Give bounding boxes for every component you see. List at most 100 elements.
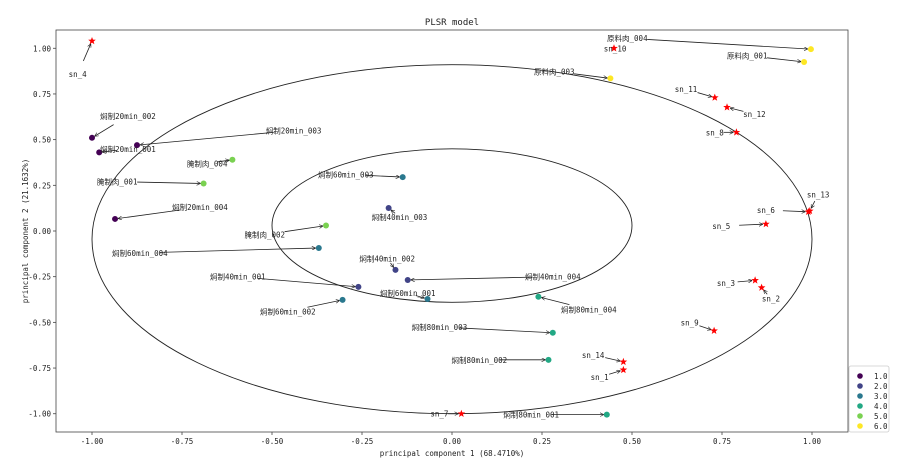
annotation-arrow (140, 131, 274, 144)
annotation-arrow (102, 150, 117, 152)
point-label: sn_13 (807, 190, 830, 199)
y-tick-label: 0.50 (33, 136, 52, 145)
legend-label: 3.0 (874, 392, 888, 401)
point-label: sn_4 (69, 70, 88, 79)
legend-marker (857, 403, 863, 409)
annotation-arrow (737, 281, 753, 282)
point-label: 焖制20min_003 (266, 126, 322, 136)
y-tick-label: -0.50 (28, 318, 51, 327)
unknown-star-point (619, 365, 628, 374)
sample-point (339, 296, 346, 303)
annotation-arrow (411, 276, 533, 280)
annotation-arrow (159, 248, 316, 253)
annotation-arrows (82, 39, 816, 414)
unknown-star-point (710, 326, 718, 334)
point-label: 焖制20min_001 (100, 144, 156, 154)
point-label: 原料肉_003 (534, 66, 575, 76)
y-axis-label: principal component 2 (21.1632%) (21, 159, 30, 304)
y-tick-label: -1.00 (28, 410, 51, 419)
legend-label: 4.0 (874, 402, 888, 411)
point-label: 原料肉_001 (727, 51, 768, 61)
point-label: 焖制20min_004 (172, 202, 228, 212)
sample-point (535, 293, 542, 300)
sample-point (323, 222, 329, 229)
point-label: sn_10 (604, 44, 627, 53)
annotation-arrow (767, 57, 801, 62)
legend-label: 5.0 (874, 412, 888, 421)
y-tick-label: 0.75 (33, 90, 51, 99)
legend-marker (857, 393, 863, 399)
unknown-star-point (804, 207, 813, 215)
ellipse-1 (271, 148, 633, 303)
point-label: 焖制40min_001 (210, 272, 266, 282)
point-label: sn_14 (582, 351, 605, 360)
annotation-arrow (608, 371, 620, 375)
point-label: 焖制60min_001 (380, 288, 436, 298)
annotation-arrow (365, 175, 400, 177)
y-tick-label: -0.25 (28, 273, 51, 282)
sample-point (399, 174, 406, 181)
annotation-arrow (697, 92, 712, 97)
annotation-arrow (415, 295, 425, 298)
x-tick-label: 0.50 (623, 437, 642, 446)
point-label: 腌制肉_004 (187, 158, 228, 168)
sample-point (134, 142, 140, 149)
point-label: 焖制60min_003 (318, 169, 374, 179)
x-tick-label: -0.50 (261, 437, 284, 446)
point-label: sn_5 (712, 222, 730, 231)
annotation-arrow (391, 262, 394, 267)
point-label: 焖制40min_004 (525, 272, 581, 282)
unknown-star-point (457, 409, 466, 417)
sample-point (355, 283, 362, 290)
point-label: 焖制60min_004 (112, 248, 168, 258)
legend-label: 1.0 (874, 372, 888, 381)
x-tick-label: -0.75 (171, 437, 194, 446)
annotation-arrow (739, 224, 763, 225)
point-label: sn_8 (706, 128, 725, 137)
y-axis-ticks: -1.00 -0.75 -0.50 -0.25 0.00 0.25 0.50 0.75 1.00 (28, 44, 56, 419)
point-label: sn_1 (591, 373, 609, 382)
sample-point (801, 58, 808, 65)
point-label: 腌制肉_001 (97, 177, 138, 187)
point-label: 原料肉_004 (607, 33, 648, 43)
annotation-arrow (647, 39, 808, 49)
sample-point (315, 244, 322, 251)
unknown-star-point (751, 276, 759, 284)
legend-marker (857, 373, 863, 379)
annotation-arrow (82, 44, 90, 62)
annotation-arrow (284, 226, 323, 233)
sample-point (404, 276, 411, 283)
sample-point (603, 411, 610, 418)
point-label: 焖制40min_003 (372, 212, 428, 222)
legend-marker (857, 413, 863, 419)
annotation-arrow (459, 327, 549, 333)
point-label: sn_9 (681, 318, 699, 327)
annotation-arrow (137, 182, 200, 183)
point-label: 焖制60min_002 (260, 306, 316, 316)
point-label: sn_6 (757, 206, 776, 215)
x-axis-ticks: -1.00 -0.75 -0.50 -0.25 0.00 0.25 0.50 0.75 1.00 (81, 432, 822, 446)
sample-point (607, 75, 614, 82)
annotation-arrow (810, 200, 816, 208)
sample-point (112, 215, 119, 222)
annotation-arrow (605, 357, 620, 361)
legend: 1.02.03.04.05.06.0 (848, 365, 890, 433)
sample-point (545, 356, 552, 363)
annotation-arrow (217, 160, 229, 162)
x-tick-label: -0.25 (351, 437, 374, 446)
legend-marker (857, 423, 863, 429)
annotation-arrow (257, 277, 356, 286)
sample-point (229, 156, 236, 163)
unknown-star-point (757, 283, 766, 291)
y-tick-label: 0.25 (33, 181, 51, 190)
chart-title: PLSR model (425, 18, 479, 28)
x-tick-label: -1.00 (81, 437, 104, 446)
legend-marker (857, 383, 863, 389)
annotation-arrow (541, 298, 570, 306)
sample-point (424, 295, 431, 302)
unknown-star-point (619, 357, 628, 366)
annotation-arrow (307, 301, 339, 308)
y-tick-label: 1.00 (33, 44, 52, 53)
point-label: 焖制40min_002 (359, 253, 415, 263)
